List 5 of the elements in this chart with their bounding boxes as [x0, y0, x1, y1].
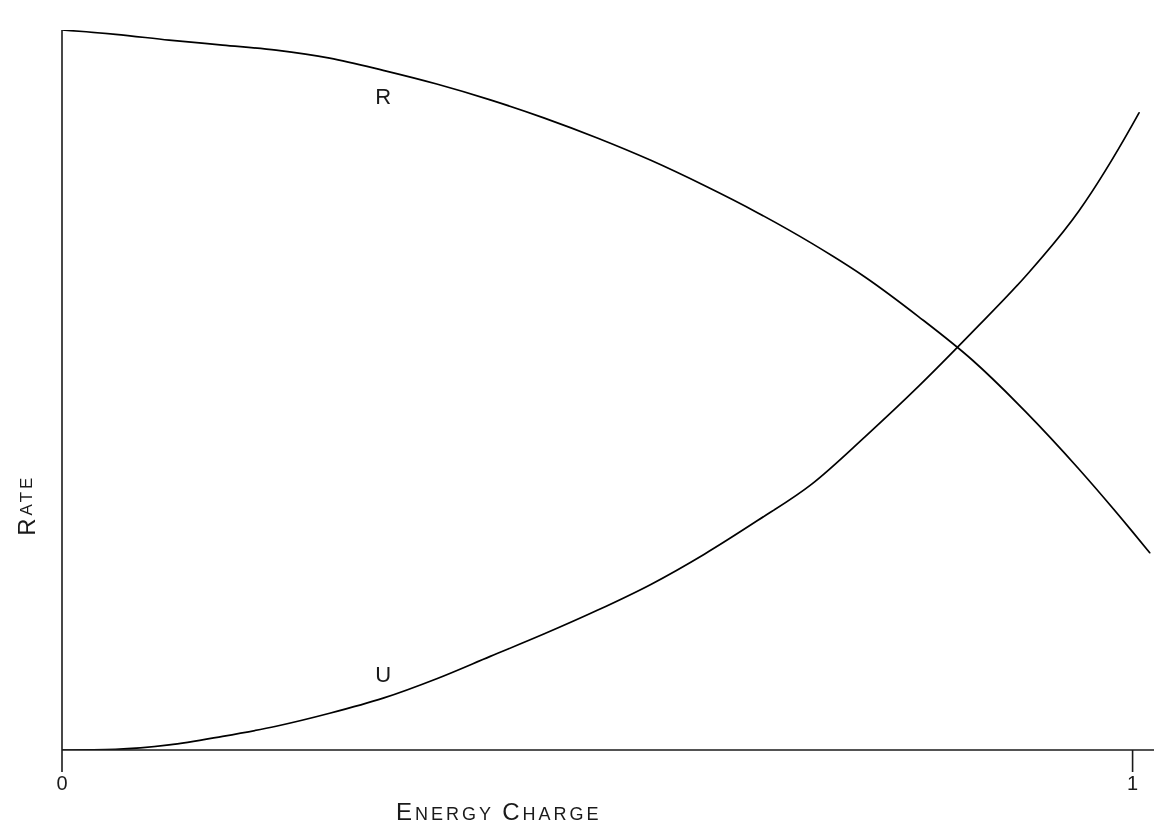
x-tick-label: 1 [1127, 772, 1139, 795]
series-label: R [375, 84, 392, 110]
series-label: U [375, 662, 392, 688]
y-axis-title: RATE [12, 474, 40, 536]
x-tick-label: 0 [56, 772, 68, 795]
